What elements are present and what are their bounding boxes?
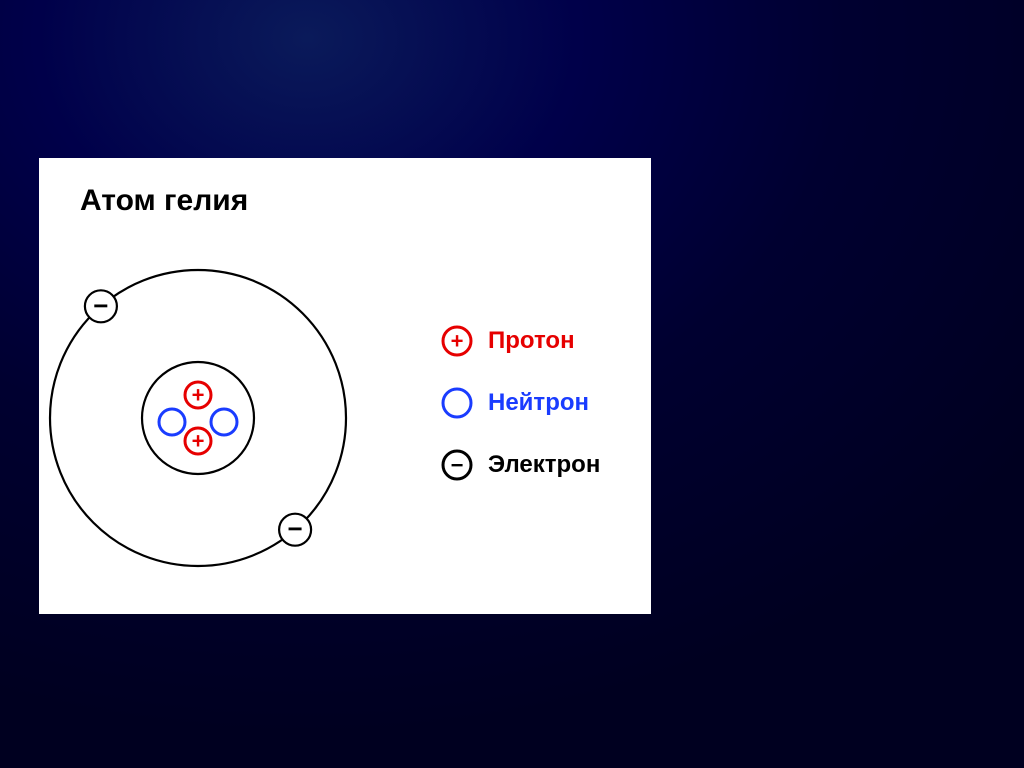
legend-item-neutron: Нейтрон	[440, 386, 589, 420]
proton-icon: +	[440, 324, 474, 358]
neutron	[211, 409, 237, 435]
legend-label-electron: Электрон	[488, 451, 600, 479]
proton-sign: +	[192, 383, 205, 408]
electron-icon: −	[440, 448, 474, 482]
legend-label-neutron: Нейтрон	[488, 389, 589, 417]
legend-label-proton: Протон	[488, 327, 575, 355]
legend-item-electron: −Электрон	[440, 448, 600, 482]
neutron	[159, 409, 185, 435]
electron-sign: −	[93, 290, 108, 320]
neutron-icon	[440, 386, 474, 420]
svg-text:−: −	[451, 453, 464, 478]
proton-sign: +	[192, 429, 205, 454]
svg-text:+: +	[451, 329, 464, 354]
legend-item-proton: + Протон	[440, 324, 575, 358]
electron-sign: −	[288, 514, 303, 544]
